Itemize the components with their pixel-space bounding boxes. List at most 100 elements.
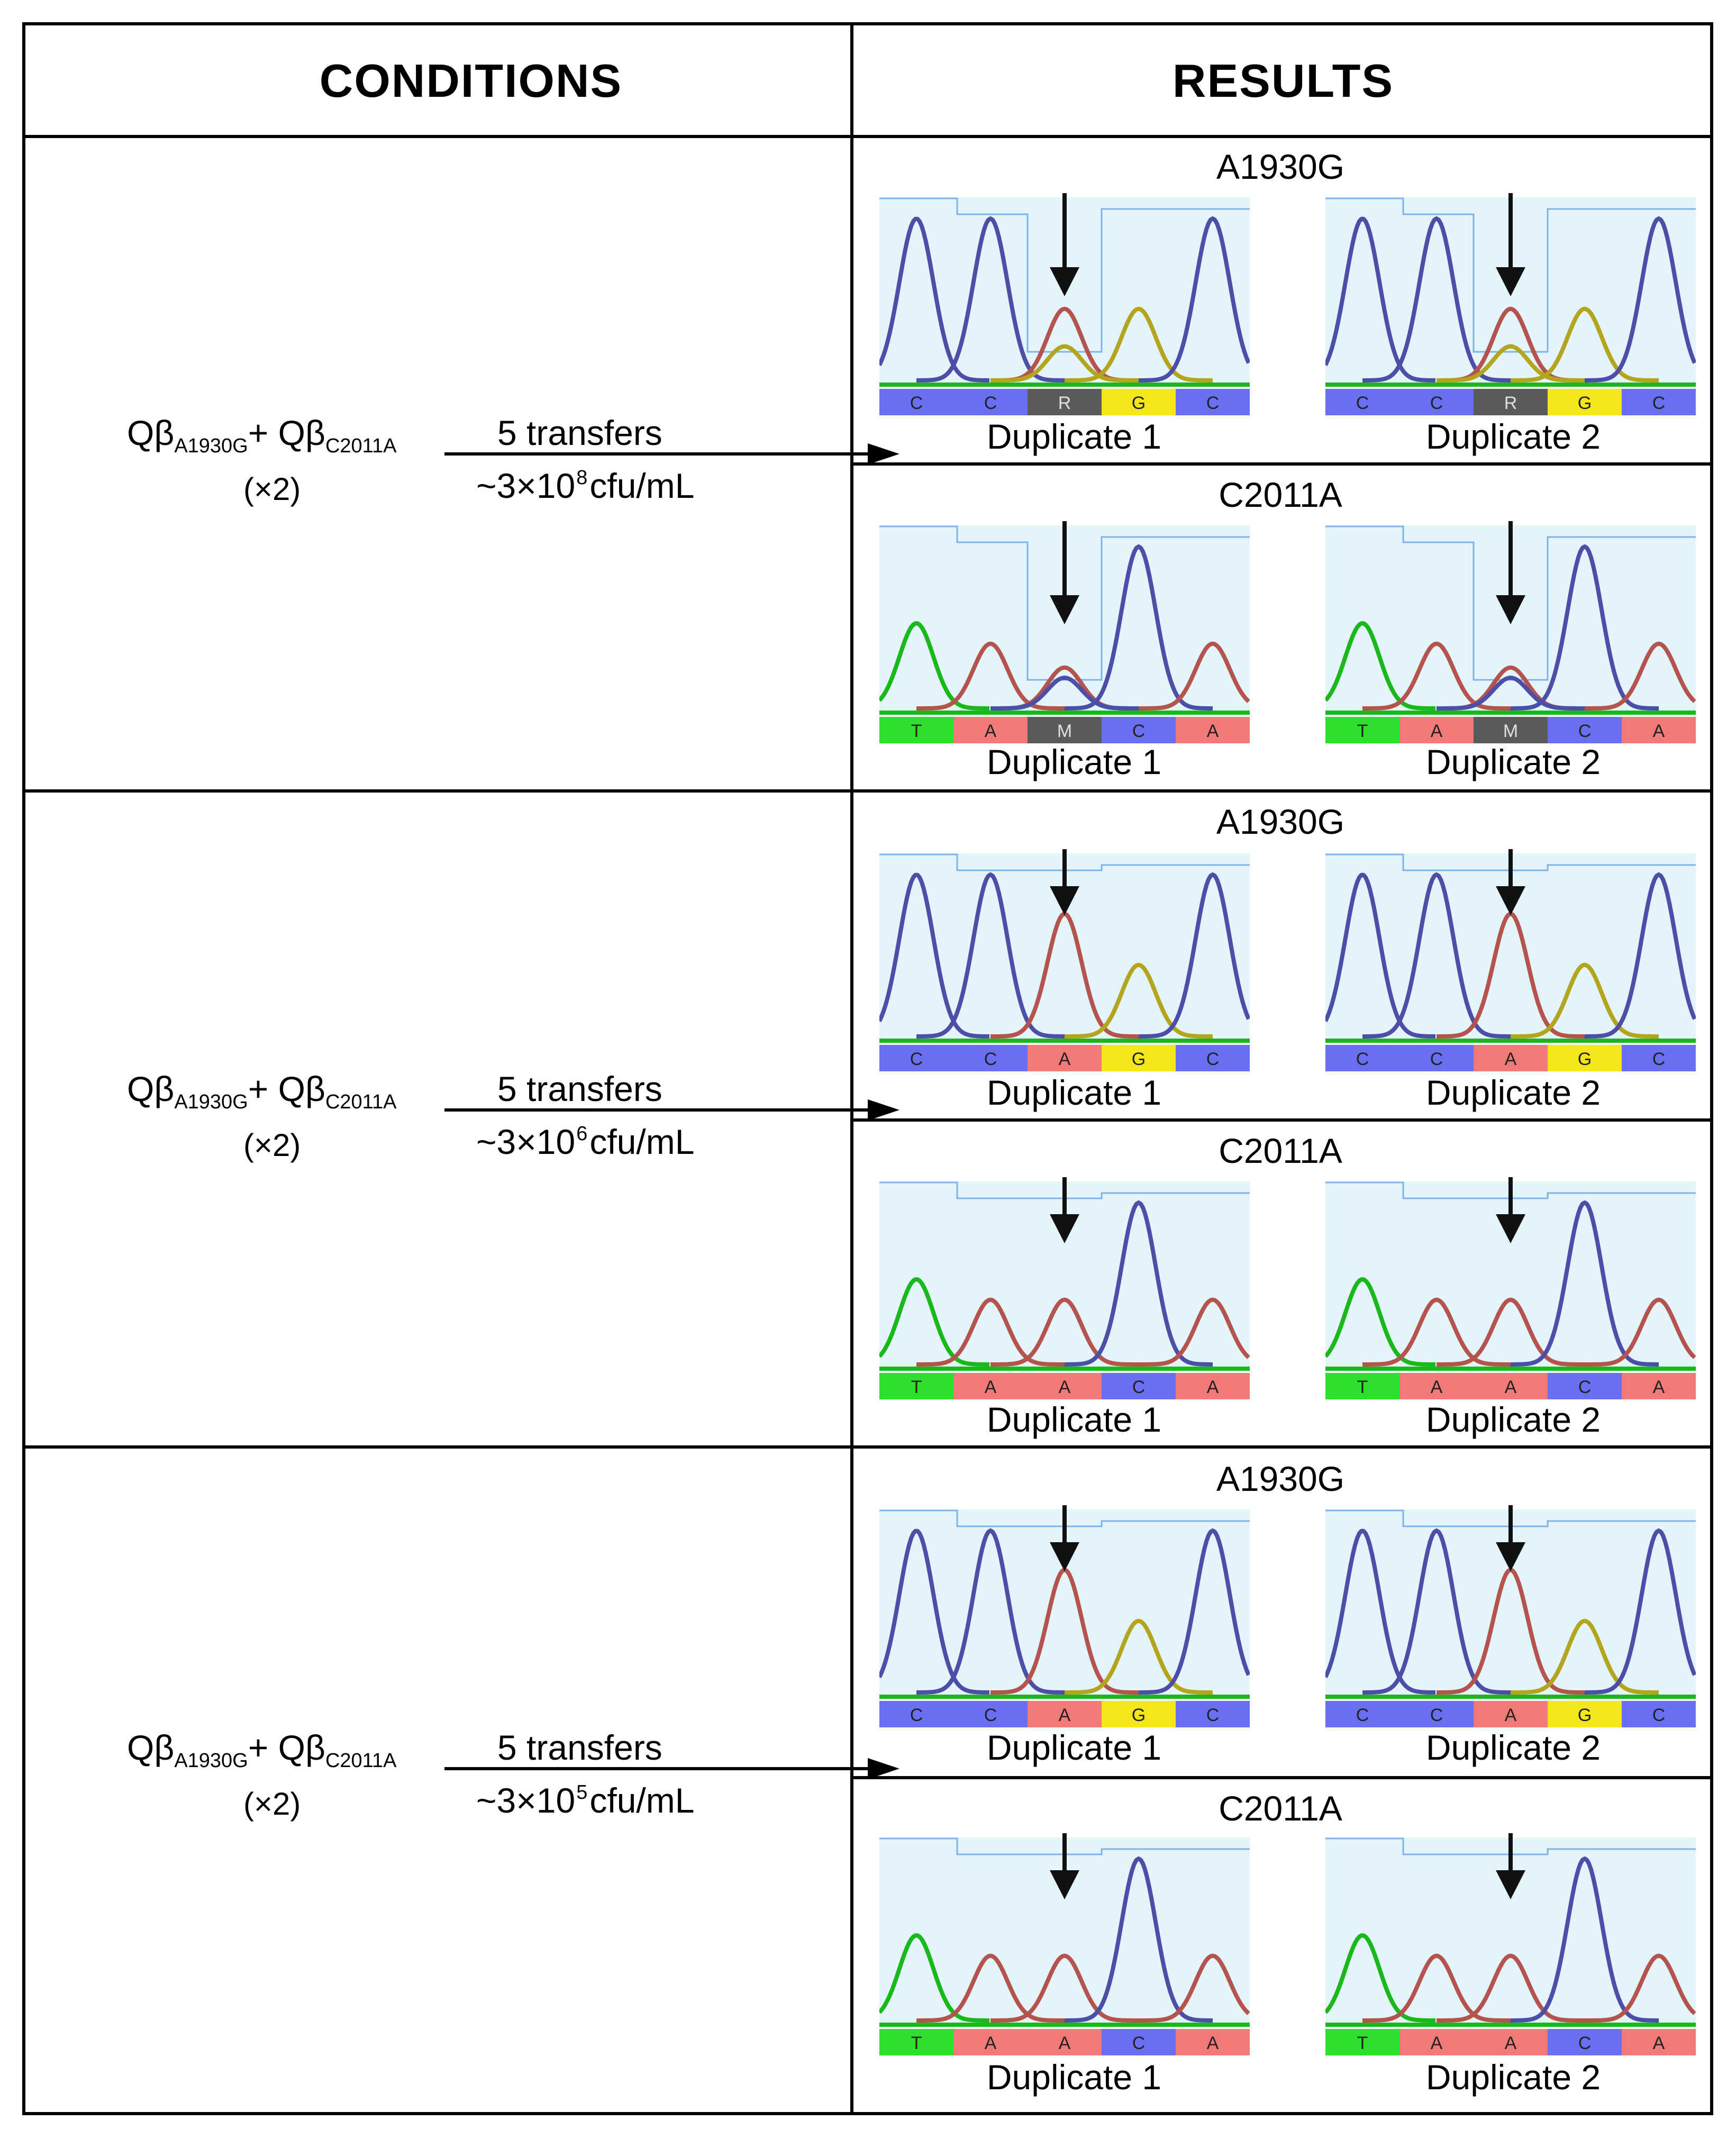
duplicate-label: Duplicate 1 <box>986 417 1162 456</box>
base-call-cell <box>1176 389 1250 415</box>
duplicate-label: Duplicate 2 <box>1425 417 1601 456</box>
trace-peak-G <box>1065 962 1213 1039</box>
base-call-cell <box>953 1045 1028 1071</box>
trace-peak-G <box>1511 1618 1659 1695</box>
trace-peak-C <box>1325 1528 1436 1695</box>
base-call-cell <box>1028 389 1102 415</box>
base-call-label: A <box>1207 1377 1219 1397</box>
base-call-cell <box>1399 717 1474 743</box>
quality-line <box>1325 1181 1696 1199</box>
base-call-cell <box>1325 717 1399 743</box>
base-call-cell <box>1399 2029 1474 2055</box>
base-call-label: C <box>1652 1049 1666 1069</box>
base-call-cell <box>1474 1701 1548 1727</box>
quality-line <box>879 853 1250 871</box>
trace-peak-C <box>916 1528 1065 1695</box>
base-call-label: R <box>1058 393 1071 413</box>
base-call-cell <box>1548 389 1622 415</box>
trace-peak-G <box>1511 306 1659 383</box>
phage-mix-label: QβA1930G+ QβC2011A <box>127 1069 397 1114</box>
base-call-label: C <box>1430 1705 1443 1725</box>
trace-peak-A <box>916 1297 1065 1367</box>
base-call-cell <box>953 717 1028 743</box>
mutation-label: C2011A <box>1219 1789 1342 1828</box>
trace-peak-A <box>1362 1297 1511 1367</box>
condition-row-2: QβA1930G+ QβC2011A (×2) 5 transfers ~3×1… <box>127 1069 899 1206</box>
mutation-arrow <box>1050 521 1079 624</box>
base-call-cell <box>1548 2029 1622 2055</box>
base-call-cell <box>1028 717 1102 743</box>
base-call-label: C <box>910 393 923 413</box>
trace-peak-A <box>916 1953 1065 2023</box>
base-call-cell <box>1028 2029 1102 2055</box>
mutation-label: A1930G <box>1216 802 1345 841</box>
trace-peak-A <box>1437 1297 1585 1367</box>
trace-peak-C <box>1325 872 1436 1039</box>
trace-peak-C <box>1325 216 1436 383</box>
base-call-label: T <box>1357 1377 1368 1397</box>
base-call-cell <box>879 389 953 415</box>
base-call-label: A <box>1059 1377 1071 1397</box>
trace-peak-C <box>1362 1528 1511 1695</box>
base-call-cell <box>1474 2029 1548 2055</box>
trace-peak-C <box>1511 1856 1659 2023</box>
quality-line <box>879 1181 1250 1199</box>
base-call-label: T <box>911 721 922 741</box>
base-call-cell <box>1474 1045 1548 1071</box>
base-call-label: C <box>1578 2033 1592 2053</box>
base-call-label: C <box>1206 1049 1220 1069</box>
base-call-cell <box>1622 1045 1696 1071</box>
phage-mix-label: QβA1930G+ QβC2011A <box>127 413 397 458</box>
mutation-arrow <box>1496 1177 1525 1243</box>
trace-peak-T <box>1325 1933 1435 2023</box>
trace-peak-C <box>879 216 990 383</box>
base-call-cell <box>1176 717 1250 743</box>
trace-peak-A <box>1437 1953 1585 2023</box>
trace-peak-C <box>1065 544 1213 711</box>
base-call-label: A <box>1505 1377 1517 1397</box>
base-call-cell <box>1028 1373 1102 1399</box>
quality-line <box>1325 853 1696 871</box>
trace-peak-A <box>1585 1953 1696 2023</box>
replicate-count: (×2) <box>243 471 301 507</box>
base-call-label: C <box>1578 721 1592 741</box>
base-call-cell <box>1548 1701 1622 1727</box>
trace-peak-A <box>1139 641 1250 711</box>
base-call-label: A <box>1653 1377 1665 1397</box>
base-call-cell <box>1102 2029 1176 2055</box>
base-call-cell <box>1474 389 1548 415</box>
quality-line <box>1325 1837 1696 1855</box>
duplicate-label: Duplicate 2 <box>1425 2058 1601 2097</box>
trace-peak-A <box>1139 1953 1250 2023</box>
duplicate-label: Duplicate 1 <box>986 2058 1162 2097</box>
transfers-label: 5 transfers <box>497 413 662 452</box>
base-call-label: G <box>1132 1049 1146 1069</box>
base-call-cell <box>879 2029 953 2055</box>
base-call-label: T <box>1357 2033 1368 2053</box>
base-call-cell <box>1325 1701 1399 1727</box>
base-call-label: C <box>984 1705 997 1725</box>
base-call-cell <box>1399 1045 1474 1071</box>
base-call-label: C <box>1430 393 1443 413</box>
trace-peak-A <box>1139 1297 1250 1367</box>
mutation-arrow <box>1050 1177 1079 1243</box>
titer-label: ~3×108cfu/mL <box>476 466 695 505</box>
base-call-cell <box>1622 1373 1696 1399</box>
base-call-cell <box>1325 1045 1399 1071</box>
duplicate-label: Duplicate 2 <box>1425 742 1601 781</box>
trace-peak-C <box>1437 676 1585 711</box>
base-call-label: C <box>910 1049 923 1069</box>
trace-peak-C <box>916 216 1065 383</box>
base-call-label: T <box>911 1377 922 1397</box>
mutation-arrow <box>1050 1505 1079 1571</box>
base-call-cell <box>1325 389 1399 415</box>
trace-peak-T <box>879 621 989 711</box>
base-call-label: C <box>910 1705 923 1725</box>
base-call-cell <box>1622 2029 1696 2055</box>
base-call-label: A <box>985 2033 997 2053</box>
